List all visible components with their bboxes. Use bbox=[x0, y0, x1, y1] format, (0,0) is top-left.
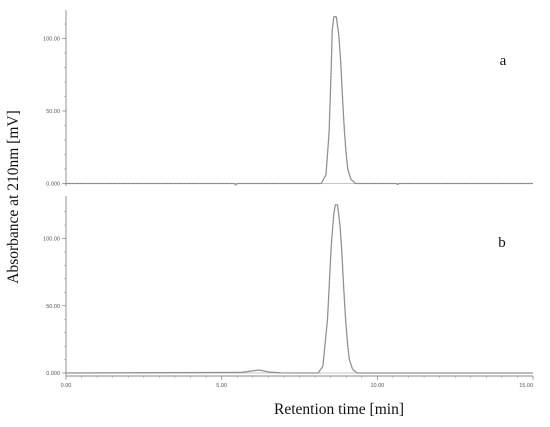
panel-b: 0.000 50.00 100.00 b bbox=[43, 196, 533, 377]
series-trace-overlay bbox=[66, 16, 533, 186]
y-tick-label: 0.000 bbox=[46, 371, 60, 377]
x-tick-label: 0.00 bbox=[61, 383, 72, 389]
series-trace bbox=[65, 204, 533, 374]
panel-a: 0.000 50.00 100.00 a bbox=[43, 10, 533, 188]
panel-label: a bbox=[500, 53, 507, 69]
panel-label: b bbox=[498, 235, 506, 251]
x-axis-title: Retention time [min] bbox=[274, 401, 404, 418]
x-tick-label: 15.00 bbox=[519, 383, 533, 389]
y-tick-label: 100.00 bbox=[43, 237, 60, 243]
x-tick-label: 10.00 bbox=[370, 383, 384, 389]
x-tick-label: 5.00 bbox=[216, 383, 227, 389]
x-axis: 0.00 5.00 10.00 15.00 bbox=[61, 375, 534, 389]
y-tick-label: 50.00 bbox=[46, 304, 60, 310]
y-tick-label: 100.00 bbox=[43, 37, 60, 43]
y-tick-label: 0.000 bbox=[46, 182, 60, 188]
series-trace-overlay bbox=[65, 204, 533, 374]
y-tick-label: 50.00 bbox=[46, 109, 60, 115]
series-trace bbox=[66, 16, 533, 186]
y-axis-title: Absorbance at 210nm [mV] bbox=[5, 110, 22, 283]
